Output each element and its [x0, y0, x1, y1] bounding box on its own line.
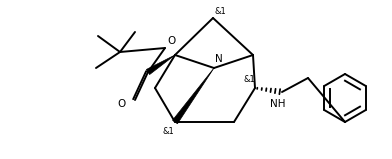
Polygon shape: [146, 55, 175, 75]
Text: &1: &1: [162, 127, 174, 135]
Text: &1: &1: [243, 76, 255, 84]
Text: O: O: [168, 36, 176, 46]
Text: &1: &1: [214, 7, 226, 17]
Text: O: O: [118, 99, 126, 109]
Polygon shape: [172, 68, 214, 124]
Text: NH: NH: [270, 99, 286, 109]
Text: N: N: [215, 54, 223, 64]
